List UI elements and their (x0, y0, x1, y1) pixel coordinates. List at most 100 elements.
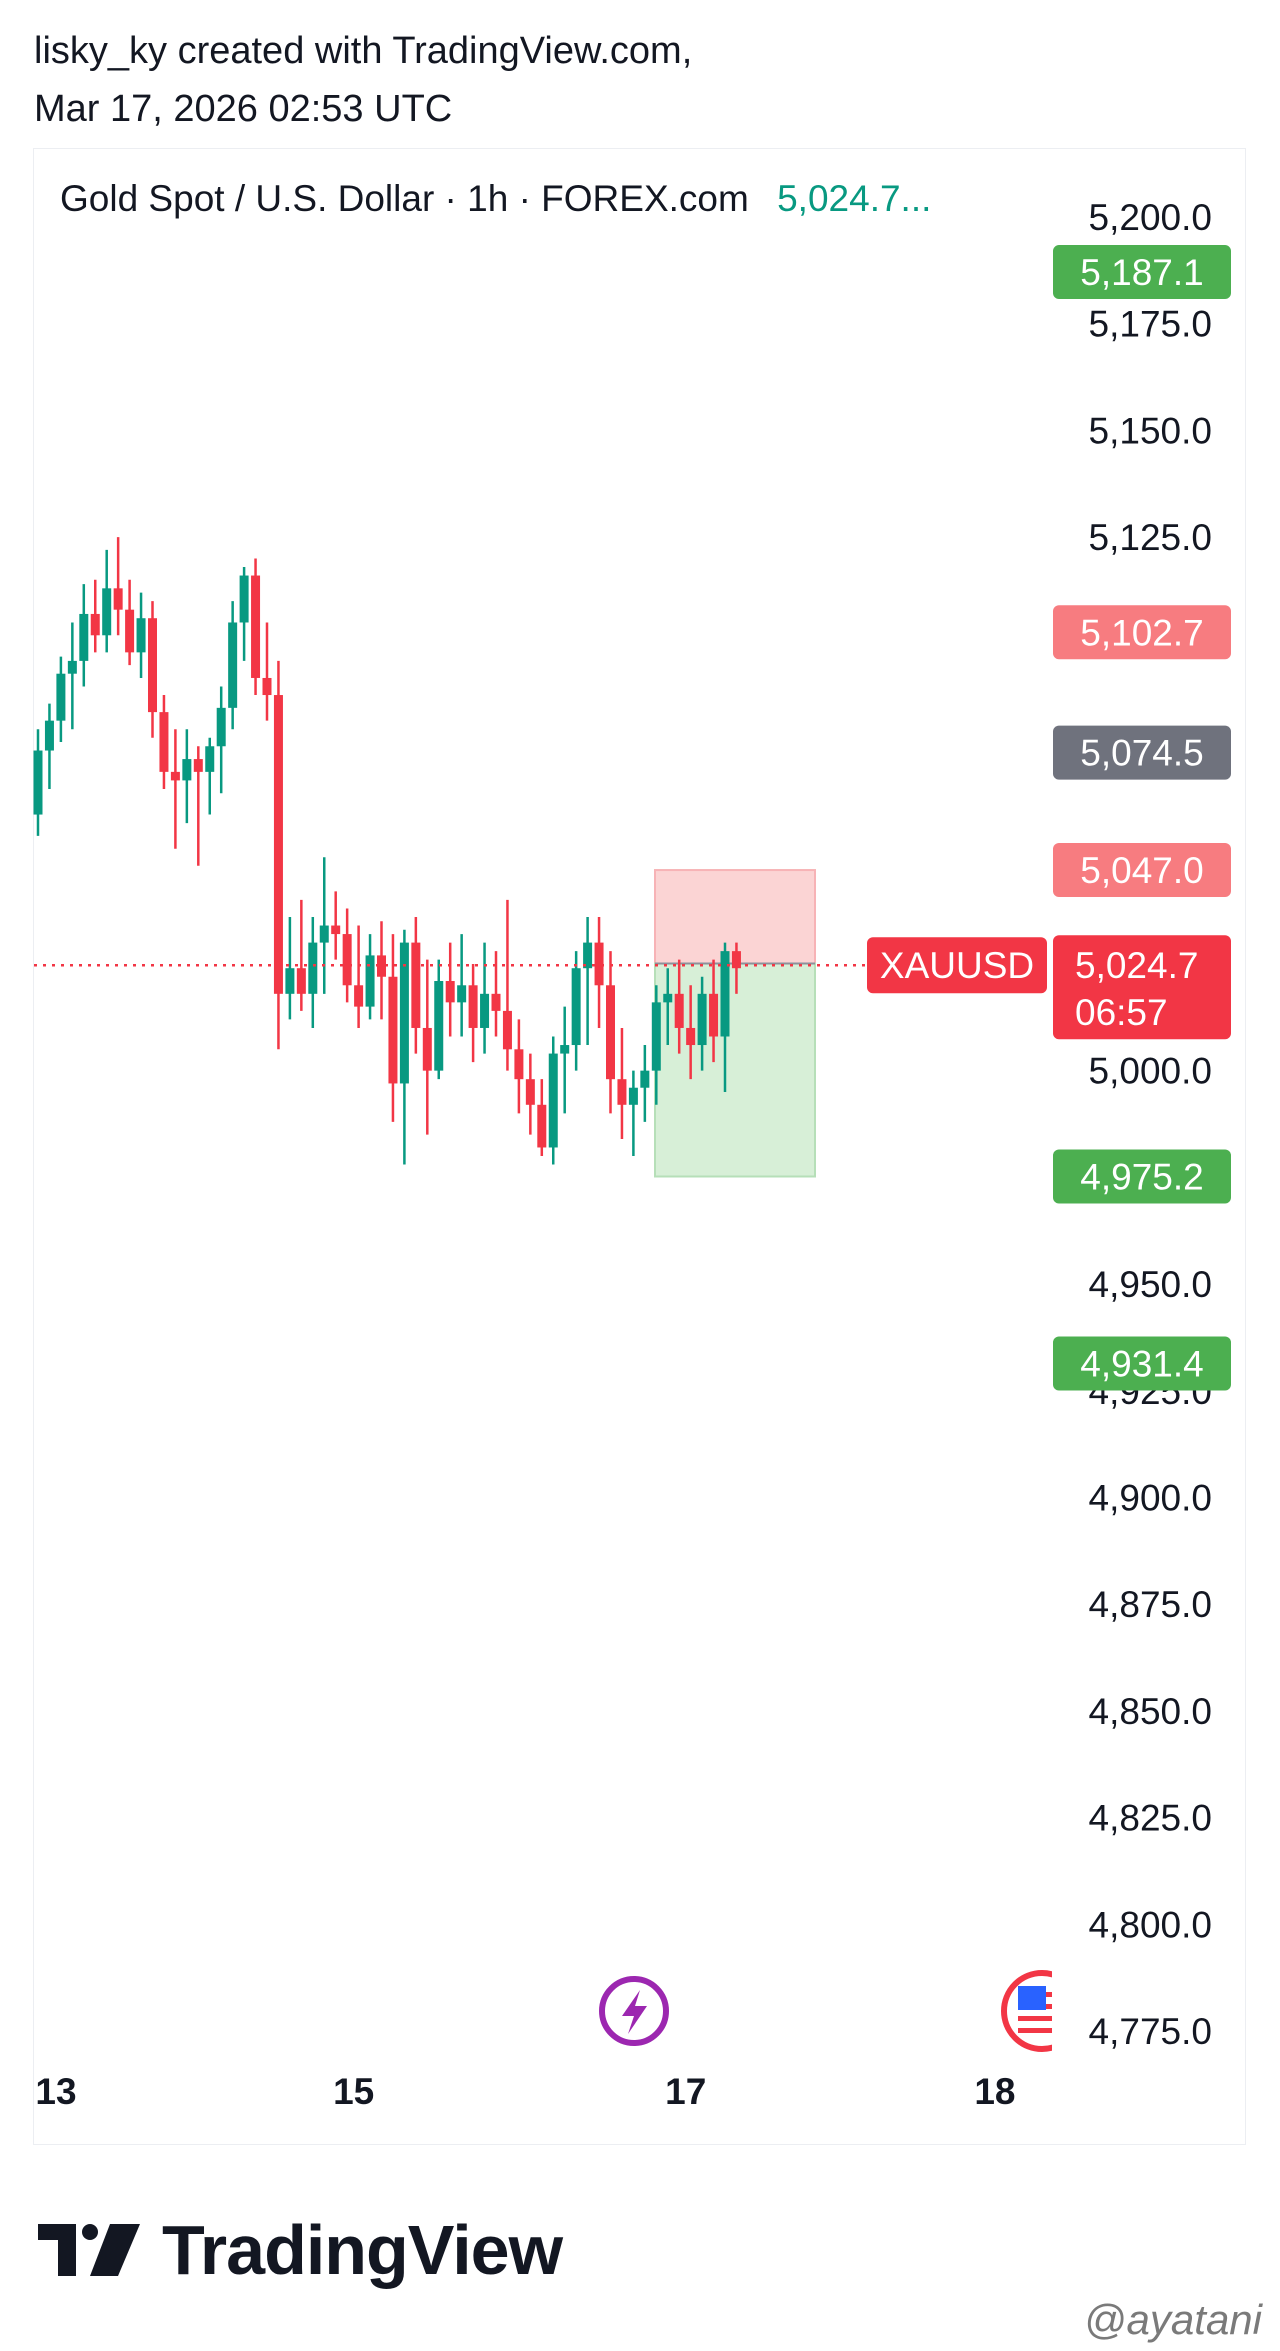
candle (697, 976, 707, 1071)
tradingview-logo[interactable]: TradingView (38, 2210, 563, 2290)
candle (468, 963, 478, 1063)
candle (411, 916, 421, 1054)
candle-body (56, 673, 66, 721)
x-tick-label: 18 (974, 2071, 1015, 2112)
last-price-text: 5,024.7... (777, 178, 932, 219)
price-tag: 4,931.4 (1053, 1336, 1231, 1391)
candle (457, 934, 467, 1037)
candle (56, 656, 66, 742)
candle (571, 951, 581, 1071)
candle (422, 959, 432, 1135)
chart-legend[interactable]: Gold Spot / U.S. Dollar · 1h · FOREX.com… (60, 174, 931, 224)
candle (480, 942, 490, 1054)
us-flag-event-icon[interactable] (1001, 1970, 1080, 2052)
candle (514, 1019, 524, 1114)
candle (663, 968, 673, 1046)
candle-body (411, 942, 421, 1028)
price-tag-label: 5,187.1 (1080, 252, 1203, 293)
candle (628, 1070, 638, 1157)
candle-body (193, 759, 203, 772)
candle (228, 601, 238, 730)
candle (113, 537, 123, 636)
candle (239, 566, 249, 661)
candle (136, 592, 146, 678)
candle-body (216, 707, 226, 747)
candle-body (628, 1087, 638, 1105)
candle (617, 1027, 627, 1139)
candle-body (422, 1027, 432, 1071)
symbol-tag: XAUUSD (867, 937, 1047, 994)
candle-body (67, 660, 77, 674)
candle (67, 622, 77, 730)
candle-body (674, 993, 684, 1028)
candle-body (606, 985, 615, 1080)
y-tick-label: 5,000.0 (1089, 1051, 1212, 1092)
candle (674, 959, 684, 1054)
price-tag-bg (1053, 1149, 1231, 1204)
lightning-event-icon[interactable] (599, 1976, 669, 2046)
candle (342, 908, 352, 1003)
candle (205, 737, 215, 815)
y-tick-label: 5,175.0 (1089, 304, 1212, 345)
chart-frame (33, 148, 1246, 2145)
candle-body (148, 618, 157, 713)
candle-body (571, 968, 581, 1046)
candle-body (308, 942, 318, 994)
candle-body (113, 588, 123, 610)
y-tick-label: 4,825.0 (1089, 1798, 1212, 1839)
candle-body (205, 746, 215, 772)
price-tag-label: 4,975.2 (1080, 1156, 1203, 1197)
candle (262, 622, 272, 721)
candle (594, 916, 604, 1028)
candle-body (90, 613, 100, 636)
candle (125, 579, 135, 666)
candle-body (560, 1045, 570, 1054)
price-tag: 5,074.5 (1053, 725, 1231, 780)
y-tick-label: 5,200.0 (1089, 197, 1212, 238)
symbol-tag-label: XAUUSD (880, 945, 1034, 986)
candle (354, 925, 364, 1028)
price-tag-label: 5,102.7 (1080, 612, 1203, 653)
candle (148, 601, 157, 738)
candle-body (239, 575, 249, 623)
last-price-tag: 5,024.7 06:57 (1053, 935, 1231, 1040)
candle (365, 934, 375, 1020)
candle-body (434, 981, 444, 1071)
candle (79, 584, 89, 687)
candle-body (583, 942, 593, 969)
candle (193, 746, 203, 866)
candle-body (33, 750, 43, 815)
price-tag-label: 4,931.4 (1080, 1343, 1203, 1384)
candle (273, 660, 283, 1050)
price-tag-label: 5,047.0 (1080, 850, 1203, 891)
x-tick-label: 15 (333, 2071, 374, 2112)
candle-body (514, 1049, 524, 1080)
price-tag-label: 5,074.5 (1080, 733, 1203, 774)
candle-body (102, 588, 112, 636)
candle-body (445, 981, 455, 1003)
candle-body (319, 925, 329, 943)
candle-body (502, 1010, 512, 1050)
y-tick-label: 5,125.0 (1089, 517, 1212, 558)
x-tick-label: 13 (35, 2071, 76, 2112)
candle-body (491, 993, 501, 1011)
candle-body (388, 976, 398, 1084)
price-tag-bg (1053, 725, 1231, 780)
candle-body (285, 968, 295, 994)
y-tick-label: 4,900.0 (1089, 1477, 1212, 1518)
candle-body (331, 925, 341, 935)
last-price-value: 5,024.7 (1075, 945, 1198, 986)
candle (308, 916, 318, 1028)
price-tag-bg (1053, 1336, 1231, 1391)
price-tag-bg (1053, 843, 1231, 898)
y-tick-label: 4,775.0 (1089, 2011, 1212, 2052)
candle (102, 549, 112, 653)
price-tag: 5,102.7 (1053, 605, 1231, 660)
candle (251, 558, 261, 696)
candle (560, 1006, 570, 1114)
price-tag: 5,187.1 (1053, 245, 1231, 300)
attribution-line-1: lisky_ky created with TradingView.com, (34, 30, 693, 72)
candle (33, 729, 43, 836)
candle-body (377, 955, 386, 977)
